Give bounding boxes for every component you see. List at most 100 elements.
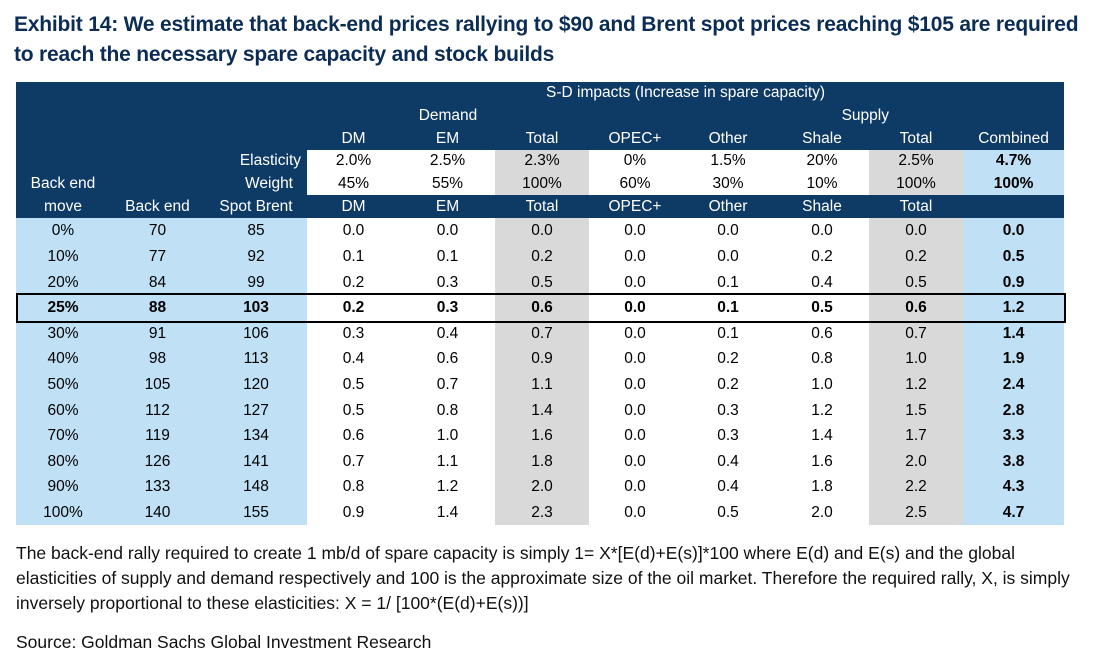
table-cell: 1.0	[869, 346, 963, 372]
footnote-text: The back-end rally required to create 1 …	[16, 543, 1070, 613]
bottom-col-demand-total: Total	[495, 195, 589, 219]
table-cell: 0.3	[681, 397, 775, 423]
table-cell: 1.5	[869, 397, 963, 423]
table-cell: 0.0	[589, 474, 681, 500]
table-cell: 77	[110, 243, 205, 270]
table-cell: 0.0	[307, 218, 400, 244]
table-cell: 0.0	[589, 448, 681, 475]
weight-opec: 60%	[589, 172, 681, 196]
table-cell: 0.2	[775, 243, 869, 270]
table-cell: 0.0	[589, 218, 681, 244]
header-row-bottom: move Back end Spot Brent DM EM Total OPE…	[16, 195, 1065, 219]
table-cell: 0.3	[400, 294, 495, 321]
table-cell: 103	[205, 294, 307, 321]
table-cell: 0.8	[307, 474, 400, 500]
table-cell: 0.0	[869, 218, 963, 244]
table-cell: 1.2	[963, 294, 1065, 321]
table-cell: 0.0	[495, 218, 589, 244]
table-cell: 0.5	[963, 243, 1065, 270]
table-cell: 1.4	[495, 397, 589, 423]
table-cell: 148	[205, 474, 307, 500]
table-cell: 0.0	[400, 218, 495, 244]
table-cell: 0.2	[307, 294, 400, 321]
table-cell: 99	[205, 269, 307, 295]
table-cell: 126	[110, 448, 205, 475]
back-end-move-label-2: move	[16, 195, 110, 219]
table-cell: 120	[205, 371, 307, 398]
table-cell: 0.6	[307, 422, 400, 449]
bottom-col-em: EM	[400, 195, 495, 219]
demand-group-header: Demand	[307, 104, 589, 128]
bottom-col-other: Other	[681, 195, 775, 219]
table-row: 25% 88 103 0.2 0.3 0.6 0.0 0.1 0.5 0.6 1.2	[16, 294, 1065, 321]
table-cell: 2.0	[495, 474, 589, 500]
table-cell: 0.4	[400, 320, 495, 347]
table-cell: 0%	[16, 218, 110, 244]
table-cell: 0.8	[400, 397, 495, 423]
col-header-combined: Combined	[963, 127, 1065, 151]
table-cell: 0.6	[775, 320, 869, 347]
table-cell: 0.0	[589, 422, 681, 449]
table-cell: 0.5	[307, 397, 400, 423]
table-cell: 0.1	[681, 320, 775, 347]
table-cell: 0.0	[589, 499, 681, 526]
table-cell: 155	[205, 499, 307, 526]
table-cell: 0.4	[681, 474, 775, 500]
col-header-demand-total: Total	[495, 127, 589, 151]
table-cell: 70	[110, 218, 205, 244]
bottom-col-supply-total: Total	[869, 195, 963, 219]
table-cell: 2.8	[963, 397, 1065, 423]
table-cell: 0.5	[681, 499, 775, 526]
table-cell: 113	[205, 346, 307, 372]
table-cell: 84	[110, 269, 205, 295]
table-cell: 0.5	[775, 294, 869, 321]
table-row: 30% 91 106 0.3 0.4 0.7 0.0 0.1 0.6 0.7 1.4	[16, 320, 1065, 347]
table-cell: 0.1	[400, 243, 495, 270]
table-cell: 88	[110, 294, 205, 321]
table-cell: 0.0	[589, 371, 681, 398]
elasticity-shale: 20%	[775, 150, 869, 173]
elasticity-opec: 0%	[589, 150, 681, 173]
supply-group-header: Supply	[589, 104, 963, 128]
table-body: 0% 70 85 0.0 0.0 0.0 0.0 0.0 0.0 0.0 0.0 10% 77 92 0.1…	[16, 218, 1065, 526]
table-cell: 4.7	[963, 499, 1065, 526]
table-cell: 0.0	[775, 218, 869, 244]
table-row: 80% 126 141 0.7 1.1 1.8 0.0 0.4 1.6 2.0 3.8	[16, 448, 1065, 475]
table-cell: 25%	[16, 294, 110, 321]
col-header-opec: OPEC+	[589, 127, 681, 151]
spare-capacity-table-wrapper: S-D impacts (Increase in spare capacity)…	[16, 82, 1066, 526]
table-cell: 0.0	[589, 397, 681, 423]
table-cell: 1.4	[775, 422, 869, 449]
table-cell: 0.0	[963, 218, 1065, 244]
table-cell: 127	[205, 397, 307, 423]
header-row-sd: S-D impacts (Increase in spare capacity)	[16, 82, 1065, 105]
table-cell: 0.4	[775, 269, 869, 295]
table-row: 10% 77 92 0.1 0.1 0.2 0.0 0.0 0.2 0.2 0.5	[16, 243, 1065, 270]
table-cell: 1.6	[775, 448, 869, 475]
elasticity-other: 1.5%	[681, 150, 775, 173]
table-cell: 1.1	[400, 448, 495, 475]
table-cell: 1.8	[495, 448, 589, 475]
table-cell: 0.6	[400, 346, 495, 372]
weight-demand-total: 100%	[495, 172, 589, 196]
table-cell: 60%	[16, 397, 110, 423]
table-cell: 0.2	[681, 346, 775, 372]
table-row: 0% 70 85 0.0 0.0 0.0 0.0 0.0 0.0 0.0 0.0	[16, 218, 1065, 244]
table-cell: 1.4	[963, 320, 1065, 347]
table-cell: 0.1	[681, 269, 775, 295]
table-cell: 0.2	[495, 243, 589, 270]
table-cell: 0.2	[869, 243, 963, 270]
table-cell: 91	[110, 320, 205, 347]
table-cell: 1.9	[963, 346, 1065, 372]
table-cell: 0.8	[775, 346, 869, 372]
table-row: 100% 140 155 0.9 1.4 2.3 0.0 0.5 2.0 2.5 4.7	[16, 499, 1065, 526]
elasticity-demand-total: 2.3%	[495, 150, 589, 173]
table-row: 70% 119 134 0.6 1.0 1.6 0.0 0.3 1.4 1.7 3.3	[16, 422, 1065, 449]
table-cell: 0.0	[681, 243, 775, 270]
table-cell: 0.3	[681, 422, 775, 449]
table-cell: 2.4	[963, 371, 1065, 398]
table-cell: 1.2	[775, 397, 869, 423]
table-cell: 106	[205, 320, 307, 347]
weight-label: Weight	[205, 172, 307, 196]
table-cell: 0.0	[681, 218, 775, 244]
